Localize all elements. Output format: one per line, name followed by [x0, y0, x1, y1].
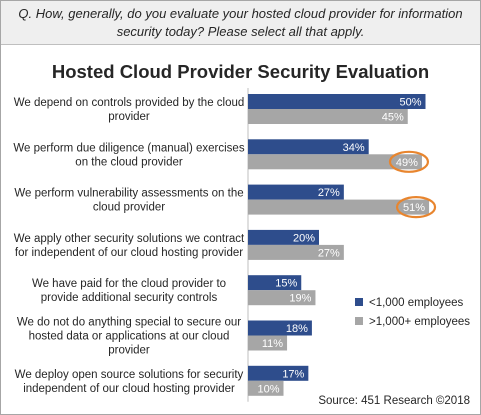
category-label-line: cloud provider — [93, 202, 165, 214]
legend-swatch — [355, 298, 363, 306]
data-label: 34% — [343, 142, 365, 154]
legend-entry: >1,000+ employees — [369, 316, 470, 328]
category-label-line: We have paid for the cloud provider to — [32, 278, 226, 290]
bar-over-1000 — [248, 154, 422, 170]
category-label-line: We perform due diligence (manual) exerci… — [13, 142, 244, 154]
highlight-circle — [395, 196, 437, 219]
bar-under-1000 — [248, 320, 312, 336]
data-label: 49% — [396, 157, 418, 169]
data-label: 20% — [293, 232, 315, 244]
category-label: We perform vulnerability assessments on … — [14, 188, 243, 214]
bar-over-1000 — [248, 335, 288, 351]
bar-under-1000 — [248, 229, 319, 245]
data-label: 15% — [275, 278, 297, 290]
data-label: 51% — [403, 202, 425, 214]
data-label: 18% — [286, 323, 308, 335]
bar-over-1000 — [248, 199, 430, 215]
category-label-line: We perform vulnerability assessments on … — [14, 188, 243, 200]
bar-under-1000 — [248, 184, 344, 200]
bar-over-1000 — [248, 380, 284, 396]
data-label: 27% — [318, 187, 340, 199]
category-label-line: We depend on controls provided by the cl… — [14, 97, 245, 109]
category-label: We depend on controls provided by the cl… — [14, 97, 245, 123]
category-label-line: provide additional security controls — [41, 292, 218, 304]
category-label-line: independent of our cloud hosting provide… — [23, 383, 235, 395]
category-label-line: for independent of our cloud hosting pro… — [15, 247, 243, 259]
data-label: 50% — [399, 97, 421, 109]
category-label: We do not do anything special to secure … — [17, 317, 241, 357]
data-label: 19% — [289, 293, 311, 305]
legend-swatch — [355, 317, 363, 325]
data-label: 45% — [382, 112, 404, 124]
category-label-line: We do not do anything special to secure … — [17, 317, 241, 329]
bar-over-1000 — [248, 109, 408, 124]
legend-entry: <1,000 employees — [369, 297, 464, 309]
category-label-line: provider — [108, 345, 150, 357]
bar-under-1000 — [248, 275, 302, 291]
data-label: 27% — [318, 247, 340, 259]
bar-under-1000 — [248, 94, 426, 109]
highlight-circle — [388, 150, 430, 173]
data-label: 17% — [282, 368, 304, 380]
survey-question: Q. How, generally, do you evaluate your … — [1, 1, 480, 45]
source-note: Source: 451 Research ©2018 — [318, 395, 470, 407]
category-label-line: We deploy open source solutions for secu… — [15, 369, 244, 381]
category-label-line: on the cloud provider — [75, 156, 183, 168]
category-label-line: provider — [108, 111, 150, 123]
bar-under-1000 — [248, 365, 309, 381]
category-label: We have paid for the cloud provider to pr… — [32, 278, 226, 304]
category-label-line: We apply other security solutions we con… — [14, 233, 245, 245]
chart-title: Hosted Cloud Provider Security Evaluatio… — [51, 61, 430, 82]
bar-over-1000 — [248, 244, 344, 260]
bar-under-1000 — [248, 139, 369, 155]
data-label: 10% — [257, 383, 279, 395]
category-label: We apply other security solutions we con… — [14, 233, 245, 259]
category-label: We deploy open source solutions for secu… — [15, 369, 244, 395]
bar-over-1000 — [248, 290, 316, 306]
category-label: We perform due diligence (manual) exerci… — [13, 142, 244, 168]
category-label-line: hosted data or applications at our cloud — [29, 331, 230, 343]
data-label: 11% — [262, 338, 283, 350]
